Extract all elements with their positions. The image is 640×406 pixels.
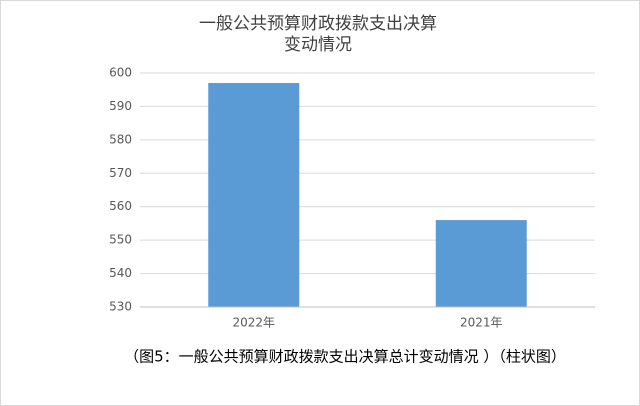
y-tick-label: 540 (109, 266, 132, 280)
caption: （图5：一般公共预算财政拨款支出决算总计变动情况 ）（柱状图） (124, 348, 566, 366)
y-tick-label: 550 (109, 233, 132, 247)
y-tick-label: 600 (109, 66, 132, 80)
x-tick-label: 2021年 (460, 316, 503, 330)
chart-title: 一般公共预算财政拨款支出决算 (199, 14, 437, 34)
y-tick-label: 580 (109, 132, 132, 146)
bar (208, 83, 300, 308)
y-tick-label: 590 (109, 99, 132, 113)
y-tick-label: 570 (109, 166, 132, 180)
y-tick-label: 560 (109, 199, 132, 213)
y-tick-label: 530 (109, 300, 132, 314)
bar (435, 220, 527, 307)
x-tick-label: 2022年 (232, 316, 275, 330)
chart-title: 变动情况 (284, 35, 352, 55)
